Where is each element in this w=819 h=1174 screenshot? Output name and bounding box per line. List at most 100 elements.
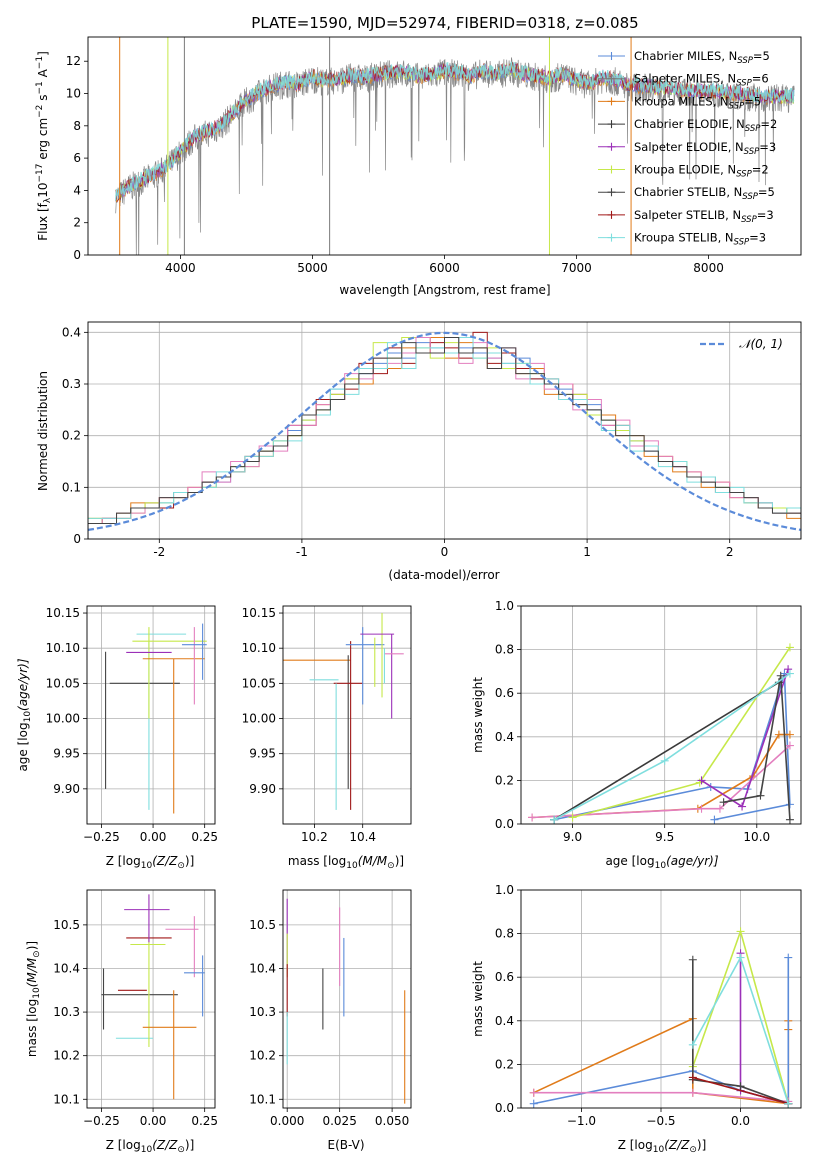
mass-vs-metallicity-panel: −0.25 0.00 0.25 10.1 10.2 10.3 10.4 10.5 Z [log…: [25, 889, 218, 1155]
residual-ylabel: Normed distribution: [36, 371, 50, 491]
y-tick-label: 0.3: [62, 377, 81, 391]
y-tick-label: 0.4: [495, 1014, 514, 1028]
y-tick-label: 10.05: [242, 676, 276, 690]
x-tick-label: 9.0: [563, 830, 582, 844]
errorbars: [283, 613, 404, 810]
plus-marker: [785, 800, 794, 809]
legend-label-suffix: =3: [757, 208, 774, 222]
histograms: [88, 331, 801, 539]
x-tick-label: 0.0: [731, 1114, 750, 1128]
legend-label-main: Chabrier STELIB, N: [634, 185, 742, 199]
y-tick-label: 8: [73, 119, 81, 133]
legend-label: Chabrier ELODIE, NSSP=2: [634, 117, 777, 134]
plus-marker: [719, 798, 728, 807]
residual-legend: 𝒩(0, 1): [700, 337, 783, 351]
x-tick-label: 9.5: [655, 830, 674, 844]
x-tick-label: 5000: [297, 261, 328, 275]
plus-marker: [697, 776, 706, 785]
y-tick-label: 4: [73, 183, 81, 197]
series-lines: [529, 927, 793, 1108]
plus-marker: [607, 165, 616, 174]
y-tick-label: 10.00: [46, 712, 80, 726]
plus-marker: [529, 1088, 538, 1097]
x-tick-label: -1: [296, 545, 308, 559]
plus-marker: [607, 233, 616, 242]
weight-vs-metallicity-plot-area: −1.0 −0.5 0.0 0.0 0.2 0.4 0.6 0.8 1.0: [495, 883, 802, 1128]
spectrum-panel: PLATE=1590, MJD=52974, FIBERID=0318, z=0…: [35, 14, 802, 297]
plus-marker: [785, 741, 794, 750]
x-tick-label: 0.00: [140, 1114, 167, 1128]
x-tick-label: 0.25: [191, 830, 218, 844]
y-tick-label: 9.95: [53, 747, 80, 761]
spectrum-ylabel: Flux [fλ10−17 erg cm−2 s−1 A−1]: [35, 51, 53, 241]
plus-marker: [784, 1099, 793, 1108]
weight-vs-age-plot-area: 9.0 9.5 10.0 0.0 0.2 0.4 0.6 0.8 1.0: [495, 599, 802, 844]
y-tick-label: 0: [73, 532, 81, 546]
plus-marker: [736, 927, 745, 936]
series-chabrier_elodie: [553, 681, 780, 821]
spectrum-xlabel: wavelength [Angstrom, rest frame]: [339, 283, 550, 297]
y-tick-label: 10.00: [242, 712, 276, 726]
plus-marker: [785, 815, 794, 824]
plus-marker: [776, 671, 785, 680]
series-salpeter_stelib: [692, 1076, 789, 1105]
legend-label-sub: SSP: [741, 215, 757, 225]
plus-marker: [736, 1082, 745, 1091]
y-tick-label: 0.0: [495, 1101, 514, 1115]
plus-marker: [785, 730, 794, 739]
plus-marker: [736, 953, 745, 962]
y-tick-label: 10.3: [53, 1005, 80, 1019]
y-tick-label: 0.2: [495, 1057, 514, 1071]
y-tick-label: 0.1: [62, 480, 81, 494]
legend-label-main: Salpeter STELIB, N: [634, 208, 741, 222]
y-tick-label: 10.2: [53, 1049, 80, 1063]
plus-marker: [607, 142, 616, 151]
spectrum-title: PLATE=1590, MJD=52974, FIBERID=0318, z=0…: [251, 14, 638, 32]
legend-label: Kroupa STELIB, NSSP=3: [634, 231, 766, 248]
y-tick-label: 10.15: [242, 606, 276, 620]
y-tick-label: 6: [73, 151, 81, 165]
plus-marker: [688, 1040, 697, 1049]
legend-label-sub: SSP: [736, 79, 752, 89]
legend-label: Chabrier MILES, NSSP=5: [634, 49, 770, 66]
x-tick-label: 7000: [561, 261, 592, 275]
plus-marker: [785, 669, 794, 678]
plus-marker: [607, 120, 616, 129]
plus-marker: [607, 52, 616, 60]
y-tick-label: 12: [66, 54, 81, 68]
y-tick-label: 0.4: [62, 325, 81, 339]
plus-marker: [529, 1099, 538, 1108]
plus-marker: [738, 802, 747, 811]
legend-label: Chabrier STELIB, NSSP=5: [634, 185, 775, 202]
legend-label-suffix: =5: [744, 94, 761, 108]
spectrum-plot-area: 4000 5000 6000 7000 8000 0 2 4 6 8 10 12: [66, 36, 802, 275]
legend-label-suffix: =2: [760, 117, 777, 131]
x-tick-label: 2: [726, 545, 734, 559]
weight-vs-age-panel: 9.0 9.5 10.0 0.0 0.2 0.4 0.6 0.8 1.0 age [log10(…: [471, 599, 802, 871]
mass-ylabel: mass [log10(M/M⊙)]: [25, 941, 42, 1057]
y-tick-label: 0: [73, 248, 81, 262]
legend-label-sub: SSP: [745, 124, 761, 134]
x-tick-label: −0.25: [83, 1114, 120, 1128]
legend-label-sub: SSP: [729, 101, 745, 111]
x-tick-label: −0.25: [83, 830, 120, 844]
legend-label-sub: SSP: [744, 147, 760, 157]
x-tick-label: 10.2: [301, 830, 328, 844]
plus-marker: [607, 188, 616, 197]
y-tick-label: 10.15: [46, 606, 80, 620]
y-tick-label: 10.3: [249, 1005, 276, 1019]
errorbars: [105, 623, 207, 814]
x-tick-label: −1.0: [567, 1114, 596, 1128]
y-tick-label: 10.5: [53, 918, 80, 932]
legend-label-suffix: =6: [752, 72, 769, 86]
plus-marker: [784, 665, 793, 674]
y-tick-label: 0.8: [495, 643, 514, 657]
residual-panel: -2 -1 0 1 200.10.20.30.4 (data-model)/error …: [36, 321, 802, 582]
x-tick-label: 4000: [165, 261, 196, 275]
normal-legend-label: 𝒩(0, 1): [739, 337, 783, 351]
legend-label-suffix: =3: [759, 140, 776, 154]
axes-frame: [520, 889, 802, 1109]
series-lines: [528, 643, 794, 824]
y-tick-label: 10.5: [249, 918, 276, 932]
x-tick-label: 1: [583, 545, 591, 559]
